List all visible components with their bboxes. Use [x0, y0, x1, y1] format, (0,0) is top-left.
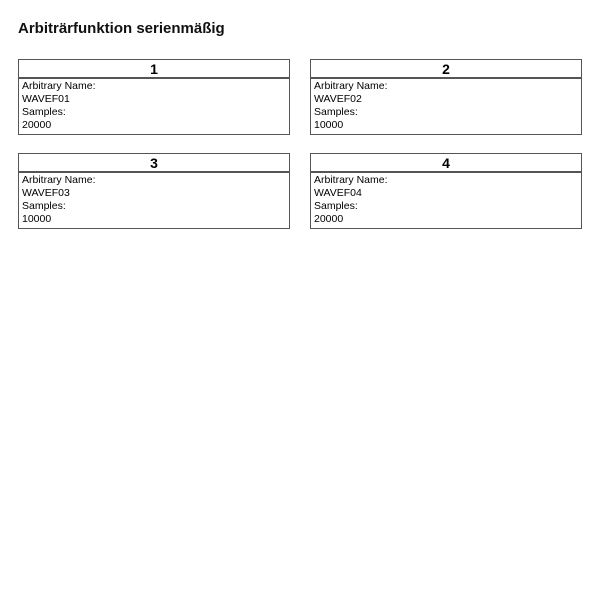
- waveform-panel-1: 1 Arbitrary Name: WAVEF01 Samples: 20000: [18, 59, 290, 135]
- footer-name-value: WAVEF02: [314, 93, 578, 106]
- footer-samples-value: 10000: [314, 119, 578, 132]
- footer-name-value: WAVEF01: [22, 93, 286, 106]
- waveform-grid: 1 Arbitrary Name: WAVEF01 Samples: 20000…: [18, 59, 582, 229]
- panel-footer-3: Arbitrary Name: WAVEF03 Samples: 10000: [19, 172, 289, 228]
- footer-samples-label: Samples:: [314, 106, 578, 119]
- panel-header-3: 3: [19, 154, 289, 172]
- page-title: Arbiträrfunktion serienmäßig: [18, 20, 582, 37]
- panel-footer-2: Arbitrary Name: WAVEF02 Samples: 10000: [311, 78, 581, 134]
- panel-header-2: 2: [311, 60, 581, 78]
- footer-samples-label: Samples:: [314, 200, 578, 213]
- panel-footer-4: Arbitrary Name: WAVEF04 Samples: 20000: [311, 172, 581, 228]
- footer-name-label: Arbitrary Name:: [314, 174, 578, 187]
- waveform-panel-4: 4 Arbitrary Name: WAVEF04 Samples: 20000: [310, 153, 582, 229]
- footer-name-label: Arbitrary Name:: [22, 80, 286, 93]
- waveform-panel-2: 2 Arbitrary Name: WAVEF02 Samples: 10000: [310, 59, 582, 135]
- waveform-panel-3: 3 Arbitrary Name: WAVEF03 Samples: 10000: [18, 153, 290, 229]
- footer-samples-value: 20000: [22, 119, 286, 132]
- panel-footer-1: Arbitrary Name: WAVEF01 Samples: 20000: [19, 78, 289, 134]
- panel-header-1: 1: [19, 60, 289, 78]
- footer-samples-value: 10000: [22, 213, 286, 226]
- footer-samples-label: Samples:: [22, 200, 286, 213]
- footer-name-value: WAVEF03: [22, 187, 286, 200]
- footer-name-label: Arbitrary Name:: [22, 174, 286, 187]
- footer-samples-value: 20000: [314, 213, 578, 226]
- panel-header-4: 4: [311, 154, 581, 172]
- footer-name-label: Arbitrary Name:: [314, 80, 578, 93]
- footer-samples-label: Samples:: [22, 106, 286, 119]
- footer-name-value: WAVEF04: [314, 187, 578, 200]
